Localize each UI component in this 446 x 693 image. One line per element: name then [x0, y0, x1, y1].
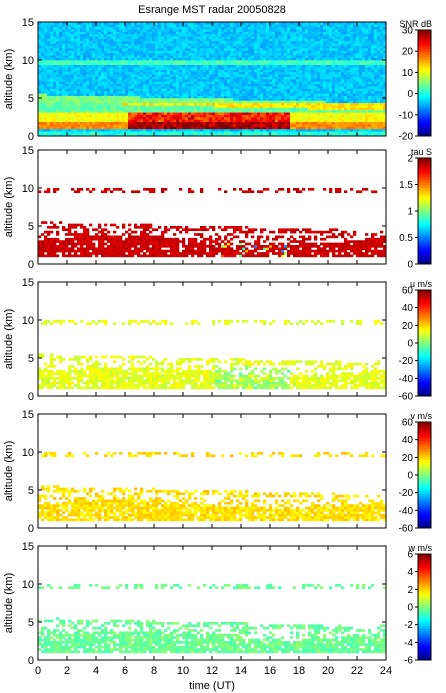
colorbar-tick-label: -4 — [404, 638, 413, 649]
y-tick-label: 15 — [22, 145, 34, 157]
colorbar-tick-label: 20 — [402, 321, 414, 332]
panel-4: 0 5 10 15 altitude (km) -60 -40 -20 0 20 40 60v m/s — [3, 409, 432, 535]
colorbar-tick-label: 60 — [402, 418, 414, 429]
y-tick-label: 10 — [22, 183, 34, 195]
colorbar-tick-label: 0 — [407, 603, 413, 614]
y-tick-label: 0 — [28, 259, 34, 271]
x-tick-label: 18 — [293, 665, 305, 677]
colorbar-tick-label: 60 — [402, 286, 414, 297]
y-tick-label: 0 — [28, 391, 34, 403]
colorbar-tick-label: 4 — [407, 567, 413, 578]
y-axis-label: altitude (km) — [3, 441, 15, 502]
colorbar-label: SNR dB — [399, 19, 432, 29]
colorbar-tick-label: 6 — [407, 550, 413, 561]
y-tick-label: 5 — [28, 617, 34, 629]
figure-title: Esrange MST radar 20050828 — [138, 4, 286, 16]
colorbar-tick-label: 1 — [407, 207, 413, 218]
colorbar-label: v m/s — [411, 411, 433, 421]
colorbar-label: u m/s — [410, 279, 433, 289]
colorbar-tick-label: 30 — [402, 26, 414, 37]
heatmap-cells — [38, 188, 387, 258]
y-tick-label: 10 — [22, 55, 34, 67]
heatmap-cells — [38, 320, 387, 390]
y-tick-label: 10 — [22, 447, 34, 459]
x-axis-label: time (UT) — [189, 680, 235, 692]
y-axis-label: altitude (km) — [3, 177, 15, 238]
y-tick-label: 15 — [22, 409, 34, 421]
x-tick-label: 14 — [235, 665, 247, 677]
colorbar-tick-label: -40 — [399, 374, 414, 385]
colorbar: -60 -40 -20 0 20 40 60u m/s — [399, 279, 433, 403]
colorbar-label: tau S — [411, 147, 432, 157]
x-tick-label: 4 — [93, 665, 99, 677]
colorbar-tick-label: 0 — [407, 471, 413, 482]
colorbar-tick-label: -10 — [399, 110, 414, 121]
x-tick-label: 12 — [206, 665, 218, 677]
y-axis-label: altitude (km) — [3, 49, 15, 110]
y-tick-label: 10 — [22, 315, 34, 327]
x-tick-label: 16 — [264, 665, 276, 677]
colorbar-tick-label: -2 — [404, 620, 413, 631]
colorbar-tick-label: -60 — [399, 524, 414, 535]
y-tick-label: 10 — [22, 579, 34, 591]
x-tick-label: 0 — [35, 665, 41, 677]
x-tick-label: 2 — [64, 665, 70, 677]
colorbar-tick-label: 0 — [407, 260, 413, 271]
y-tick-label: 5 — [28, 93, 34, 105]
colorbar-tick-label: 0.5 — [399, 233, 413, 244]
colorbar-tick-label: 2 — [407, 585, 413, 596]
colorbar-tick-label: -60 — [399, 392, 414, 403]
colorbar-tick-label: -20 — [399, 488, 414, 499]
colorbar-tick-label: 20 — [402, 47, 414, 58]
y-tick-label: 5 — [28, 353, 34, 365]
y-tick-label: 15 — [22, 277, 34, 289]
y-axis-label: altitude (km) — [3, 309, 15, 370]
heatmap-cells — [38, 452, 387, 522]
colorbar-tick-label: -20 — [399, 132, 414, 143]
colorbar-tick-label: -20 — [399, 356, 414, 367]
y-tick-label: 0 — [28, 655, 34, 667]
x-tick-label: 20 — [322, 665, 334, 677]
colorbar: -60 -40 -20 0 20 40 60v m/s — [399, 411, 433, 535]
panel-3: 0 5 10 15 altitude (km) -60 -40 -20 0 20 40 60u m/s — [3, 277, 432, 403]
y-tick-label: 15 — [22, 541, 34, 553]
colorbar-tick-label: 0 — [407, 339, 413, 350]
colorbar-tick-label: 2 — [407, 154, 413, 165]
colorbar-tick-label: 1.5 — [399, 180, 413, 191]
colorbar-tick-label: 20 — [402, 453, 414, 464]
y-tick-label: 0 — [28, 131, 34, 143]
colorbar-tick-label: -6 — [404, 656, 413, 667]
y-tick-label: 5 — [28, 221, 34, 233]
x-tick-label: 8 — [151, 665, 157, 677]
x-tick-label: 6 — [122, 665, 128, 677]
colorbar-label: w m/s — [408, 543, 433, 553]
colorbar-tick-label: 40 — [402, 303, 414, 314]
y-tick-label: 0 — [28, 523, 34, 535]
y-tick-label: 15 — [22, 17, 34, 29]
colorbar-tick-label: 0 — [407, 89, 413, 100]
x-tick-label: 24 — [380, 665, 392, 677]
heatmap-cells — [38, 22, 387, 137]
colorbar-tick-label: 40 — [402, 435, 414, 446]
colorbar-tick-label: -40 — [399, 506, 414, 517]
colorbar: -6 -4 -2 0 2 4 6w m/s — [404, 543, 432, 667]
colorbar-tick-label: 10 — [402, 68, 414, 79]
y-axis-label: altitude (km) — [3, 573, 15, 634]
y-tick-label: 5 — [28, 485, 34, 497]
x-tick-label: 10 — [177, 665, 189, 677]
x-tick-label: 22 — [351, 665, 363, 677]
heatmap-cells — [38, 584, 387, 654]
